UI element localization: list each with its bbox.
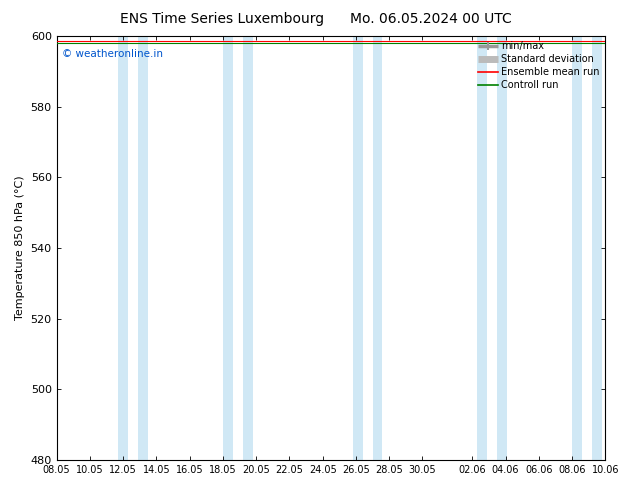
Bar xyxy=(497,36,507,460)
Text: Mo. 06.05.2024 00 UTC: Mo. 06.05.2024 00 UTC xyxy=(350,12,512,26)
Bar xyxy=(572,36,582,460)
Bar xyxy=(138,36,148,460)
Bar xyxy=(373,36,382,460)
Text: © weatheronline.in: © weatheronline.in xyxy=(62,49,163,59)
Bar xyxy=(592,36,602,460)
Bar xyxy=(477,36,487,460)
Bar xyxy=(353,36,363,460)
Bar xyxy=(223,36,233,460)
Y-axis label: Temperature 850 hPa (°C): Temperature 850 hPa (°C) xyxy=(15,176,25,320)
Text: ENS Time Series Luxembourg: ENS Time Series Luxembourg xyxy=(120,12,324,26)
Bar xyxy=(243,36,253,460)
Legend: min/max, Standard deviation, Ensemble mean run, Controll run: min/max, Standard deviation, Ensemble me… xyxy=(474,38,604,94)
Bar xyxy=(118,36,128,460)
